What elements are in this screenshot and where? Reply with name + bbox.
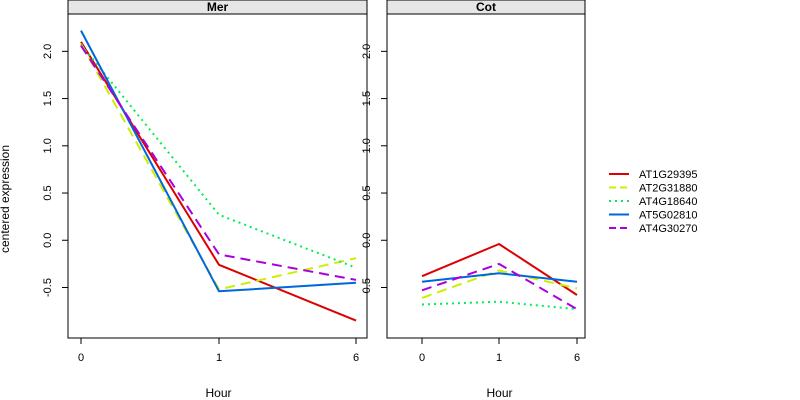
legend-label: AT5G02810 <box>639 210 698 222</box>
series-line-at4g30270 <box>80 45 357 281</box>
panels: Mer -0.5 0.0 0.5 1.0 1.5 2.0 0 1 6 Hour Cot -0.5 0.0 0… <box>42 0 586 400</box>
plot-frame <box>386 13 586 339</box>
y-axis: -0.5 0.0 0.5 1.0 1.5 2.0 <box>42 44 69 297</box>
x-axis-label: Hour <box>205 386 231 400</box>
series-line-at1g29395 <box>421 243 578 296</box>
series-lines <box>421 243 578 311</box>
legend-item: AT5G02810 <box>609 210 698 222</box>
legend-item: AT1G29395 <box>609 169 698 181</box>
legend-item: AT4G18640 <box>609 196 698 208</box>
panel-cot: Cot -0.5 0.0 0.5 1.0 1.5 2.0 0 1 6 Hour <box>361 0 586 400</box>
y-tick-label: 2.0 <box>42 44 54 59</box>
panel-title: Mer <box>207 0 229 14</box>
y-tick-label: 0.0 <box>361 233 373 248</box>
y-tick-label: 0.5 <box>361 185 373 200</box>
y-tick-label: 0.0 <box>42 233 54 248</box>
x-axis: 0 1 6 <box>78 338 359 364</box>
x-axis-label: Hour <box>486 386 512 400</box>
x-axis: 0 1 6 <box>419 338 580 364</box>
y-tick-label: 2.0 <box>361 44 373 59</box>
series-line-at4g18640 <box>421 300 578 311</box>
series-line-at5g02810 <box>80 30 357 293</box>
x-tick-label: 1 <box>496 352 502 364</box>
y-tick-label: 1.0 <box>361 138 373 153</box>
y-tick-label: 0.5 <box>42 185 54 200</box>
series-line-at5g02810 <box>421 272 578 283</box>
y-tick-label: 1.0 <box>42 138 54 153</box>
series-line-at2g31880 <box>421 269 578 299</box>
series-lines <box>80 30 357 322</box>
legend-label: AT1G29395 <box>639 169 698 181</box>
y-tick-label: -0.5 <box>42 278 54 297</box>
x-tick-label: 0 <box>78 352 84 364</box>
series-line-at4g30270 <box>421 262 578 311</box>
legend-item: AT2G31880 <box>609 183 698 195</box>
series-line-at4g18640 <box>80 44 357 269</box>
x-tick-label: 0 <box>419 352 425 364</box>
y-tick-label: -0.5 <box>361 278 373 297</box>
x-tick-label: 6 <box>574 352 580 364</box>
legend-item: AT4G30270 <box>609 223 698 235</box>
y-tick-label: 1.5 <box>361 91 373 106</box>
legend-label: AT4G30270 <box>639 223 698 235</box>
legend-label: AT4G18640 <box>639 196 698 208</box>
legend-label: AT2G31880 <box>639 183 698 195</box>
y-axis: -0.5 0.0 0.5 1.0 1.5 2.0 <box>361 44 388 297</box>
series-line-at1g29395 <box>80 41 357 322</box>
panel-title: Cot <box>476 0 496 14</box>
x-tick-label: 1 <box>216 352 222 364</box>
panel-mer: Mer -0.5 0.0 0.5 1.0 1.5 2.0 0 1 6 Hour <box>42 0 368 400</box>
y-tick-label: 1.5 <box>42 91 54 106</box>
x-tick-label: 6 <box>353 352 359 364</box>
y-axis-label: centered expression <box>0 145 12 253</box>
